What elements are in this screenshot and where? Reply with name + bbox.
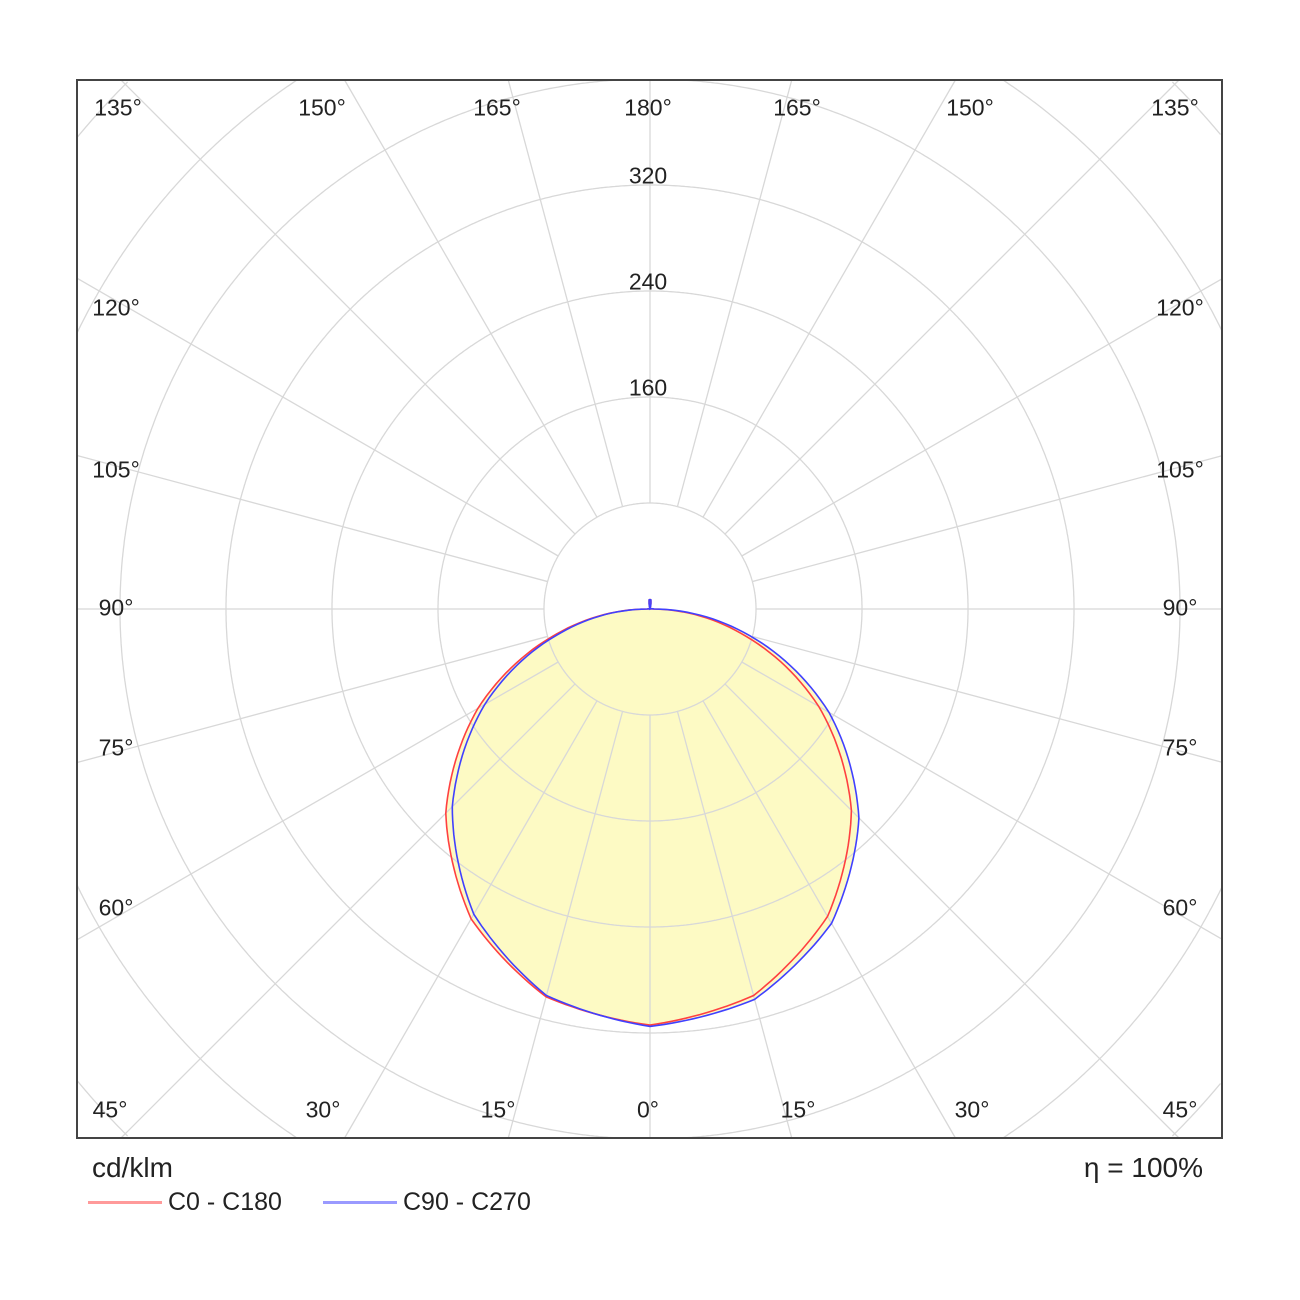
angle-label: 105° [92, 456, 140, 483]
legend-item-c90-c270: C90 - C270 [323, 1188, 531, 1217]
unit-label: cd/klm [92, 1152, 173, 1183]
legend-label: C90 - C270 [403, 1188, 531, 1216]
angle-label: 75° [98, 734, 134, 761]
grid-spoke [120, 683, 576, 1139]
angle-label: 150° [946, 94, 994, 121]
grid-spoke [724, 79, 1180, 535]
grid-spoke [507, 711, 624, 1139]
grid-spoke [344, 79, 598, 518]
angle-label: 15° [480, 1096, 516, 1123]
angle-label: 15° [780, 1096, 816, 1123]
efficiency-label: η = 100% [1083, 1152, 1203, 1183]
grid-spoke [752, 635, 1223, 763]
angle-label: 90° [98, 594, 134, 621]
angle-label: 135° [1151, 94, 1199, 121]
angle-label: 105° [1156, 456, 1204, 483]
grid-ring [76, 79, 1223, 1139]
grid-spoke [702, 79, 956, 518]
angle-label: 30° [954, 1096, 990, 1123]
angle-label: 45° [1162, 1096, 1198, 1123]
radial-tick-label: 240 [628, 268, 668, 295]
grid-spoke [741, 661, 1223, 940]
angle-label: 45° [92, 1096, 128, 1123]
angle-label: 165° [473, 94, 521, 121]
fill-c90-c270 [452, 599, 859, 1027]
angle-label: 90° [1162, 594, 1198, 621]
grid-ring [76, 81, 1221, 1137]
legend-label: C0 - C180 [168, 1188, 282, 1216]
grid-spoke [507, 79, 624, 507]
legend-swatch-red [88, 1201, 162, 1204]
angle-label: 30° [305, 1096, 341, 1123]
radial-tick-label: 320 [628, 162, 668, 189]
grid-spoke [702, 700, 956, 1139]
grid-spoke [120, 79, 576, 535]
legend-swatch-blue [323, 1201, 397, 1204]
angle-label: 150° [298, 94, 346, 121]
radial-tick-label: 160 [628, 374, 668, 401]
series-line-c90-c270 [451, 598, 860, 1028]
grid-spoke [752, 455, 1223, 583]
grid-spoke [76, 277, 559, 557]
grid-spoke [676, 79, 793, 507]
angle-label: 135° [94, 94, 142, 121]
legend-item-c0-c180: C0 - C180 [88, 1188, 282, 1217]
angle-label: 60° [1162, 894, 1198, 921]
plot-frame [76, 79, 1223, 1139]
angle-label: 120° [1156, 294, 1204, 321]
angle-label: 165° [773, 94, 821, 121]
grid-spoke [76, 635, 548, 764]
angle-label: 180° [624, 94, 672, 121]
grid-spoke [724, 683, 1180, 1139]
angle-label: 75° [1162, 734, 1198, 761]
grid-spoke [741, 278, 1223, 557]
angle-label: 60° [98, 894, 134, 921]
angle-label: 0° [637, 1096, 659, 1123]
grid-spoke [76, 454, 548, 583]
grid-spoke [676, 711, 793, 1139]
angle-label: 120° [92, 294, 140, 321]
